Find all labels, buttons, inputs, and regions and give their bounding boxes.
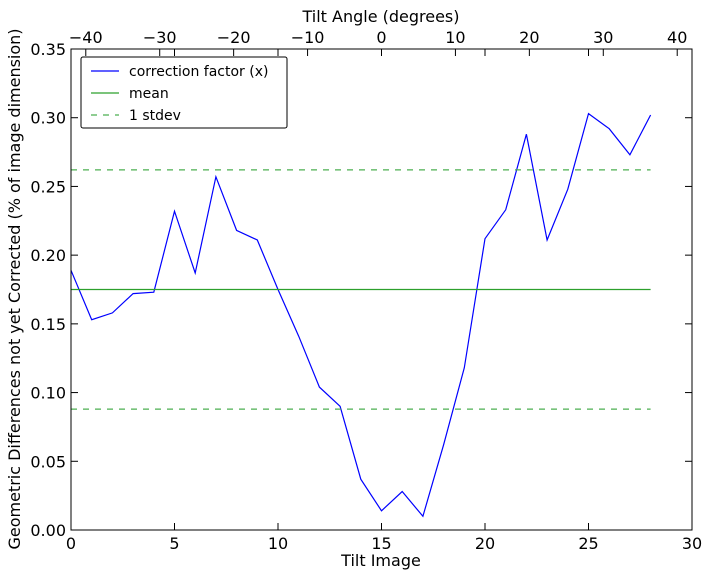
x-tick-label: 20 — [475, 534, 495, 553]
y-tick-label: 0.05 — [30, 452, 66, 471]
series-layer — [70, 112, 652, 518]
top-tick-label: 10 — [445, 28, 465, 47]
y-tick-label: 0.10 — [30, 384, 66, 403]
x-tick-label: 15 — [371, 534, 391, 553]
y-tick-label: 0.25 — [30, 177, 66, 196]
legend-label: correction factor (x) — [129, 64, 268, 80]
y-tick-label: 0.20 — [30, 246, 66, 265]
top-tick-label: 40 — [667, 28, 687, 47]
y-tick-label: 0.30 — [30, 109, 66, 128]
x-tick-label: 30 — [682, 534, 702, 553]
y-tick-label: 0.00 — [30, 521, 66, 540]
top-tick-label: 30 — [593, 28, 613, 47]
legend-label: mean — [129, 86, 169, 102]
legend: correction factor (x) mean 1 stdev — [80, 56, 288, 129]
top-tick-label: 0 — [376, 28, 386, 47]
y-axis-label: Geometric Differences not yet Corrected … — [5, 28, 24, 549]
top-tick-label: −10 — [291, 28, 325, 47]
plot-frame — [70, 48, 693, 531]
top-tick-label: −30 — [143, 28, 177, 47]
x-tick-label: 0 — [66, 534, 76, 553]
x-axis-label: Tilt Image — [340, 551, 421, 570]
top-tick-label: 20 — [519, 28, 539, 47]
y-tick-label: 0.35 — [30, 40, 66, 59]
y-tick-label: 0.15 — [30, 315, 66, 334]
top-tick-label: −20 — [217, 28, 251, 47]
top-axis-label: Tilt Angle (degrees) — [301, 7, 459, 26]
x-tick-label: 25 — [578, 534, 598, 553]
legend-box — [80, 56, 288, 129]
x-tick-label: 10 — [268, 534, 288, 553]
correction-factor-line — [70, 112, 652, 518]
x-tick-label: 5 — [169, 534, 179, 553]
top-tick-label: −40 — [69, 28, 103, 47]
legend-label: 1 stdev — [129, 108, 181, 124]
ticks-layer: 0 5 10 15 20 25 30 0.00 0.05 0.10 0.15 0.20 0.25 0.30… — [30, 28, 702, 553]
